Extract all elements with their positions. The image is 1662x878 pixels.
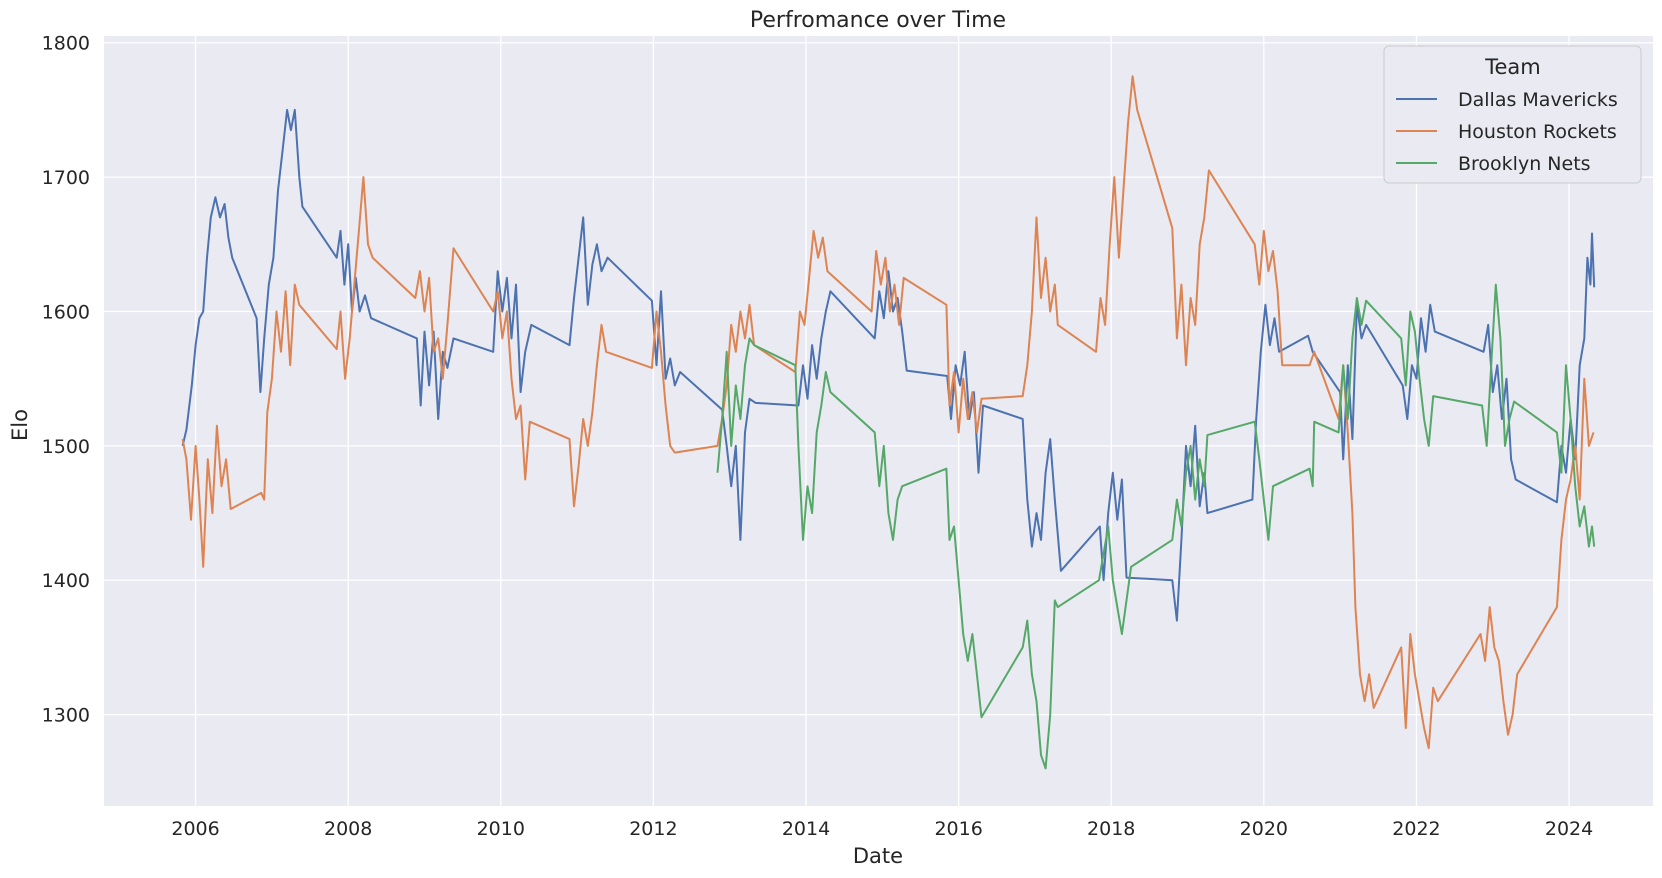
y-axis-title: Elo xyxy=(8,409,32,441)
y-tick-label: 1800 xyxy=(42,33,90,55)
series-line-dallas-mavericks xyxy=(181,108,1596,622)
legend-box xyxy=(1383,45,1642,184)
y-tick-label: 1400 xyxy=(42,570,90,592)
x-tick-label: 2018 xyxy=(1087,818,1135,840)
y-tick-label: 1300 xyxy=(42,705,90,727)
x-tick-label: 2014 xyxy=(782,818,830,840)
legend-label-brooklyn-nets: Brooklyn Nets xyxy=(1458,153,1591,175)
y-tick-label: 1700 xyxy=(42,167,90,189)
x-tick-label: 2010 xyxy=(477,818,525,840)
x-tick-label: 2022 xyxy=(1392,818,1440,840)
series-lines xyxy=(181,75,1596,770)
legend: Team Dallas Mavericks Houston Rockets Br… xyxy=(1383,45,1642,184)
x-tick-label: 2016 xyxy=(934,818,982,840)
y-tick-label: 1500 xyxy=(42,436,90,458)
legend-label-houston-rockets: Houston Rockets xyxy=(1458,121,1617,143)
series-line-houston-rockets xyxy=(181,75,1595,750)
series-line-brooklyn-nets xyxy=(716,283,1596,770)
x-tick-label: 2012 xyxy=(629,818,677,840)
tick-labels: 2006 2008 2010 2012 2014 2016 2018 2020 2022 2024… xyxy=(42,33,1594,840)
chart-title: Perfromance over Time xyxy=(750,8,1006,33)
legend-title: Team xyxy=(1484,55,1541,79)
x-axis-title: Date xyxy=(853,844,903,868)
x-tick-label: 2008 xyxy=(324,818,372,840)
x-tick-label: 2006 xyxy=(171,818,219,840)
x-tick-label: 2020 xyxy=(1240,818,1288,840)
legend-label-dallas-mavericks: Dallas Mavericks xyxy=(1458,89,1618,111)
y-tick-label: 1600 xyxy=(42,301,90,323)
x-tick-label: 2024 xyxy=(1545,818,1593,840)
